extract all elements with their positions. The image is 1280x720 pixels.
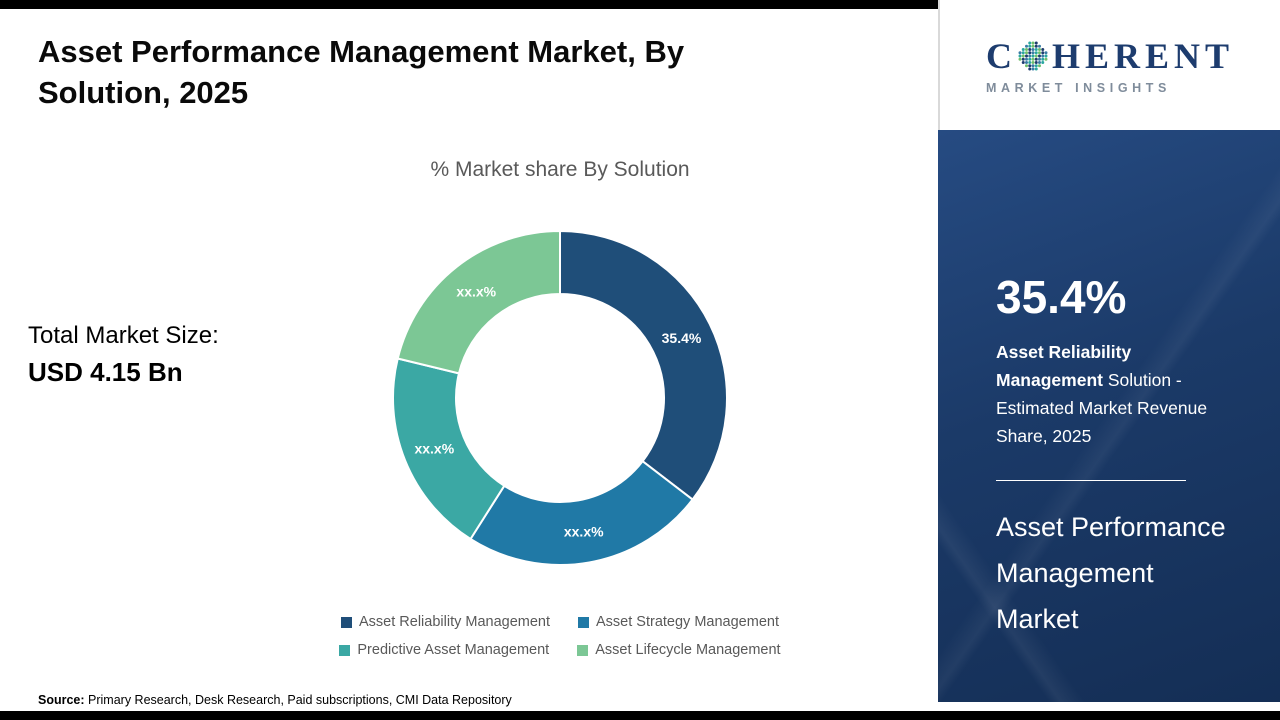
- slice-label-0: 35.4%: [662, 330, 702, 346]
- legend-label: Predictive Asset Management: [357, 642, 550, 658]
- total-market-label: Total Market Size:: [28, 322, 219, 349]
- total-market-value: USD 4.15 Bn: [28, 357, 183, 387]
- brand-logo-area: C HERENT MARKET INSIGHTS: [938, 0, 1280, 130]
- highlight-stat-description: Asset Reliability Management Solution - …: [996, 338, 1208, 450]
- divider-line: [996, 480, 1186, 481]
- legend-swatch-icon: [578, 616, 590, 628]
- logo-subtitle: MARKET INSIGHTS: [985, 81, 1171, 95]
- total-market-block: Total Market Size: USD 4.15 Bn: [28, 322, 219, 388]
- source-label: Source:: [38, 693, 85, 707]
- page-title: Asset Performance Management Market, By …: [38, 34, 685, 110]
- highlight-stat-value: 35.4%: [996, 271, 1127, 323]
- source-text: Primary Research, Desk Research, Paid su…: [84, 693, 512, 707]
- legend-label: Asset Reliability Management: [359, 614, 551, 630]
- market-name: Asset Performance Management Market: [996, 512, 1226, 634]
- logo-letters-rest: HERENT: [1051, 36, 1235, 76]
- source-line: Source: Primary Research, Desk Research,…: [38, 693, 512, 707]
- donut-slice-0: [559, 229, 728, 501]
- legend-label: Asset Lifecycle Management: [595, 642, 781, 658]
- highlight-stat-rest: Solution - Estimated Market Revenue Shar…: [996, 370, 1208, 446]
- slice-label-1: xx.x%: [564, 523, 604, 539]
- slice-label-2: xx.x%: [414, 441, 454, 457]
- chart-legend: Asset Reliability Management Asset Strate…: [280, 614, 840, 658]
- right-sidebar: C HERENT MARKET INSIGHTS 35.4% Asset Rel…: [938, 0, 1280, 711]
- legend-swatch-icon: [341, 616, 352, 628]
- coherent-logo: C HERENT MARKET INSIGHTS: [986, 35, 1234, 95]
- top-accent-bar: [0, 0, 938, 9]
- legend-swatch-icon: [339, 644, 351, 656]
- donut-chart: 35.4% xx.x% xx.x% xx.x%: [392, 229, 728, 566]
- coherent-logo-o-icon: [1018, 41, 1048, 71]
- slice-label-3: xx.x%: [456, 283, 496, 299]
- bottom-accent-bar: [0, 711, 1280, 720]
- donut-slice-1: [469, 459, 694, 566]
- legend-label: Asset Strategy Management: [596, 614, 779, 630]
- legend-item: Asset Lifecycle Management: [577, 642, 781, 658]
- legend-item: Asset Strategy Management: [578, 614, 779, 630]
- legend-item: Predictive Asset Management: [339, 642, 549, 658]
- donut-slice-3: [396, 229, 561, 375]
- legend-item: Asset Reliability Management: [341, 614, 550, 630]
- coherent-logo-wordmark: C HERENT: [986, 35, 1234, 77]
- legend-swatch-icon: [577, 644, 589, 656]
- logo-letter-c: C: [985, 36, 1017, 76]
- highlight-stat-bold: Asset Reliability Management: [996, 342, 1132, 390]
- chart-subtitle: % Market share By Solution: [430, 158, 690, 181]
- highlight-panel: 35.4% Asset Reliability Management Solut…: [938, 130, 1280, 702]
